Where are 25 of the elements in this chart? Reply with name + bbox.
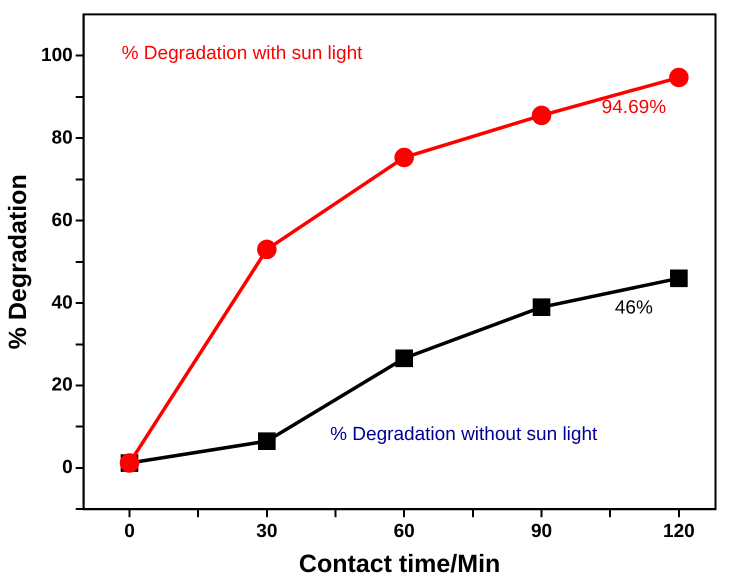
x-axis-title: Contact time/Min xyxy=(298,550,500,578)
text: % Degradation with sun light xyxy=(122,43,364,64)
x-tick-label: 90 xyxy=(530,520,552,542)
data-label: 46% xyxy=(614,298,653,319)
data-label: 94.69% xyxy=(602,96,666,118)
x-tick-label: 60 xyxy=(394,520,415,542)
point xyxy=(257,240,277,260)
point xyxy=(258,432,276,450)
y-tick-label: 60 xyxy=(52,210,73,231)
point xyxy=(669,68,689,88)
point xyxy=(670,269,688,288)
x-tick-label: 30 xyxy=(256,520,278,542)
point xyxy=(532,298,550,316)
point xyxy=(532,106,552,126)
point xyxy=(394,148,414,168)
y-axis-title: % Degradation xyxy=(4,174,32,350)
y-tick-label: 100 xyxy=(41,44,73,66)
x-tick-label: 120 xyxy=(663,520,695,542)
series-label: % Degradation without sun light xyxy=(330,424,598,446)
y-tick-label: 0 xyxy=(62,457,73,478)
y-tick-label: 20 xyxy=(52,374,73,396)
y-tick-label: 80 xyxy=(52,127,73,148)
y-tick-label: 40 xyxy=(52,292,73,314)
point xyxy=(395,349,413,368)
x-tick-label: 0 xyxy=(124,520,135,542)
